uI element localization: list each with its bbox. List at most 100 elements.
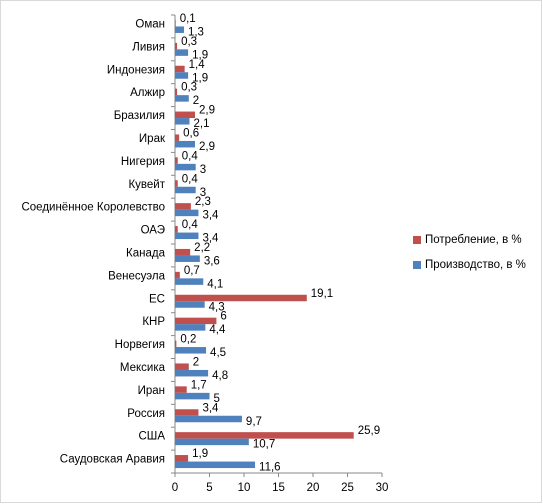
value-label: 1,9	[192, 49, 208, 61]
bar	[175, 72, 189, 79]
value-label: 0,3	[181, 36, 197, 48]
value-label: 1,7	[191, 379, 207, 391]
bar	[175, 347, 207, 354]
bar	[175, 186, 196, 194]
bar	[175, 271, 180, 279]
value-label: 1,9	[192, 72, 208, 84]
y-tick-label: Венесуэла	[108, 270, 166, 282]
bar	[175, 369, 209, 377]
x-tick-label: 20	[307, 482, 320, 494]
value-label: 3,4	[202, 402, 219, 414]
y-tick-label: Мексика	[120, 362, 166, 374]
bar	[175, 317, 217, 325]
value-label: 4,3	[209, 301, 225, 313]
value-label: 3	[200, 187, 206, 199]
bar	[175, 415, 242, 423]
value-label: 19,1	[311, 288, 333, 300]
value-label: 3,6	[204, 255, 220, 267]
y-tick-label: Нигерия	[121, 156, 165, 168]
legend-swatch	[413, 261, 421, 269]
x-tick-label: 10	[238, 482, 251, 494]
y-tick-label: Россия	[127, 408, 165, 420]
value-label: 0,6	[183, 127, 199, 139]
value-label: 2	[193, 356, 199, 368]
y-tick-label: Соединённое Королевство	[21, 202, 165, 214]
bar	[175, 455, 189, 462]
value-label: 0,4	[182, 150, 199, 162]
bar	[175, 26, 184, 33]
value-label: 6	[220, 311, 226, 323]
bar	[175, 392, 210, 400]
value-label: 25,9	[358, 425, 380, 437]
value-label: 2,1	[193, 118, 209, 130]
legend-label: Потребление, в %	[425, 234, 522, 246]
bar	[175, 232, 199, 240]
x-tick-label: 5	[206, 482, 212, 494]
value-label: 5	[214, 393, 220, 405]
x-tick-label: 30	[376, 482, 389, 494]
value-label: 2,2	[194, 242, 210, 254]
x-tick-label: 15	[272, 482, 285, 494]
value-label: 2,9	[199, 105, 215, 117]
bar	[175, 49, 189, 56]
bar	[175, 140, 196, 148]
y-tick-label: Кувейт	[128, 179, 165, 191]
x-tick-label: 25	[341, 482, 354, 494]
bar	[175, 340, 177, 348]
bar	[175, 19, 176, 27]
y-tick-label: США	[138, 431, 165, 443]
value-label: 11,6	[259, 462, 281, 474]
y-tick-label: Индонезия	[107, 64, 165, 76]
value-label: 0,1	[180, 13, 196, 25]
bar	[175, 324, 206, 331]
bar	[175, 294, 307, 302]
y-tick-label: Бразилия	[114, 110, 165, 122]
bar	[175, 203, 191, 210]
value-label: 4,4	[209, 324, 226, 336]
value-label: 1,3	[188, 26, 204, 38]
bar	[175, 118, 190, 125]
bar	[175, 180, 178, 187]
y-tick-label: Ливия	[132, 41, 165, 53]
bar	[175, 438, 249, 446]
y-tick-label: Ирак	[139, 133, 166, 145]
value-label: 10,7	[253, 439, 275, 451]
bar	[175, 248, 191, 256]
y-tick-label: Алжир	[130, 87, 165, 99]
value-label: 0,7	[184, 265, 200, 277]
bar	[175, 42, 178, 50]
value-label: 3,4	[202, 233, 219, 245]
bar	[175, 226, 178, 233]
legend-swatch	[413, 236, 421, 244]
bar	[175, 278, 204, 285]
bar	[175, 95, 189, 102]
value-label: 0,4	[182, 173, 199, 185]
value-label: 4,5	[210, 347, 226, 359]
value-label: 3	[200, 164, 206, 176]
value-label: 4,8	[212, 370, 228, 382]
x-tick-label: 0	[172, 482, 178, 494]
value-label: 2,9	[199, 141, 215, 153]
bar	[175, 301, 205, 308]
y-tick-label: ЕС	[149, 293, 165, 305]
bar	[175, 461, 256, 469]
bar	[175, 134, 180, 141]
y-tick-label: Иран	[138, 385, 165, 397]
y-tick-label: Оман	[135, 18, 165, 30]
bar	[175, 363, 189, 370]
value-label: 2,3	[195, 196, 211, 208]
bar	[175, 163, 196, 171]
value-label: 0,3	[181, 82, 197, 94]
bar	[175, 209, 199, 217]
y-tick-label: Канада	[126, 247, 166, 259]
value-label: 0,2	[180, 334, 196, 346]
value-label: 2	[193, 95, 199, 107]
bar	[175, 157, 178, 164]
bar	[175, 386, 187, 393]
y-tick-label: КНР	[142, 316, 165, 328]
bar	[175, 255, 200, 262]
bar	[175, 111, 196, 119]
bar	[175, 409, 199, 416]
y-tick-label: Саудовская Аравия	[60, 454, 165, 466]
